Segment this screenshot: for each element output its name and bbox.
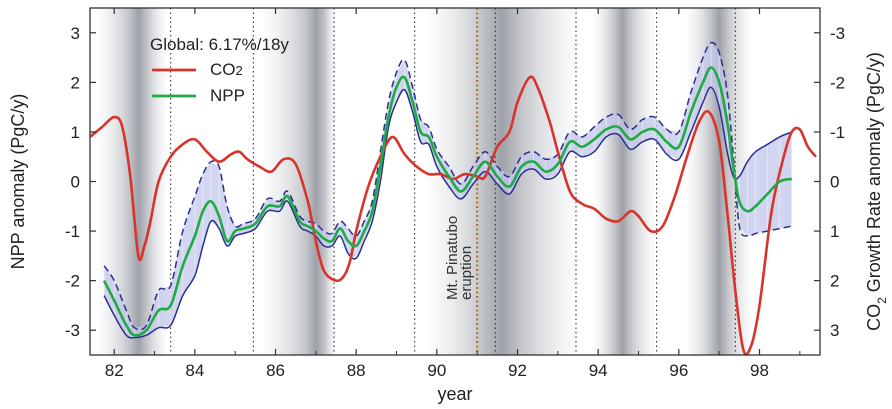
right-title-prefix: CO: [864, 304, 884, 331]
npp-uncertainty-band: [103, 41, 793, 339]
y-tick-label-right: 0: [830, 173, 839, 192]
y-tick-label-left: 1: [71, 123, 80, 142]
legend-subscript: 2: [236, 63, 243, 78]
y-tick-label-left: -1: [65, 222, 80, 241]
legend: Global: 6.17%/18y CO2 NPP: [150, 35, 289, 105]
y-tick-label-left: 3: [71, 24, 80, 43]
y-tick-label-right: -3: [830, 24, 845, 43]
y-axis-title-left: NPP anomaly (PgC/y): [8, 94, 28, 270]
y-tick-label-left: -3: [65, 321, 80, 340]
y-tick-label-left: 0: [71, 173, 80, 192]
legend-label-npp: NPP: [210, 86, 245, 105]
y-tick-label-right: 2: [830, 272, 839, 291]
series-line-npp: [102, 66, 793, 337]
x-tick-label: 88: [347, 361, 366, 380]
uncertainty-upper-line: [103, 41, 792, 331]
y-tick-label-left: -2: [65, 272, 80, 291]
enso-band: [594, 8, 655, 355]
annotation-line2: eruption: [458, 246, 475, 300]
y-tick-label-left: 2: [71, 73, 80, 92]
x-tick-label: 94: [589, 361, 608, 380]
y-tick-label-right: -2: [830, 73, 845, 92]
legend-title: Global: 6.17%/18y: [150, 35, 289, 54]
right-title-suffix: Growth Rate anomaly (PgC/y): [864, 52, 884, 297]
y-axis-title-right: CO2 Growth Rate anomaly (PgC/y): [864, 52, 889, 331]
enso-band: [263, 8, 337, 355]
legend-label-co: CO2: [210, 60, 243, 79]
x-tick-label: 84: [185, 361, 204, 380]
annotation-line1: Mt. Pinatubo: [444, 216, 461, 300]
x-tick-label: 98: [750, 361, 769, 380]
x-tick-label: 90: [427, 361, 446, 380]
uncertainty-lower-line: [103, 86, 793, 339]
x-axis-title: year: [437, 384, 472, 404]
x-tick-label: 96: [669, 361, 688, 380]
uncertainty-fill: [104, 42, 792, 338]
y-tick-label-right: 1: [830, 222, 839, 241]
enso-bands: [98, 8, 752, 355]
right-title-subscript: 2: [875, 297, 889, 304]
x-tick-label: 86: [266, 361, 285, 380]
x-tick-label: 92: [508, 361, 527, 380]
series-line-co2: [89, 75, 817, 356]
x-tick-label: 82: [105, 361, 124, 380]
y-tick-label-right: -1: [830, 123, 845, 142]
series-lines: [89, 66, 817, 356]
y-tick-label-right: 3: [830, 321, 839, 340]
axis-ticks: 82 84 86 88 90 92 94 96 98 -3 -2 -1 0 1 2 3 -3 -2 -1 0 1 2 3: [65, 8, 845, 380]
